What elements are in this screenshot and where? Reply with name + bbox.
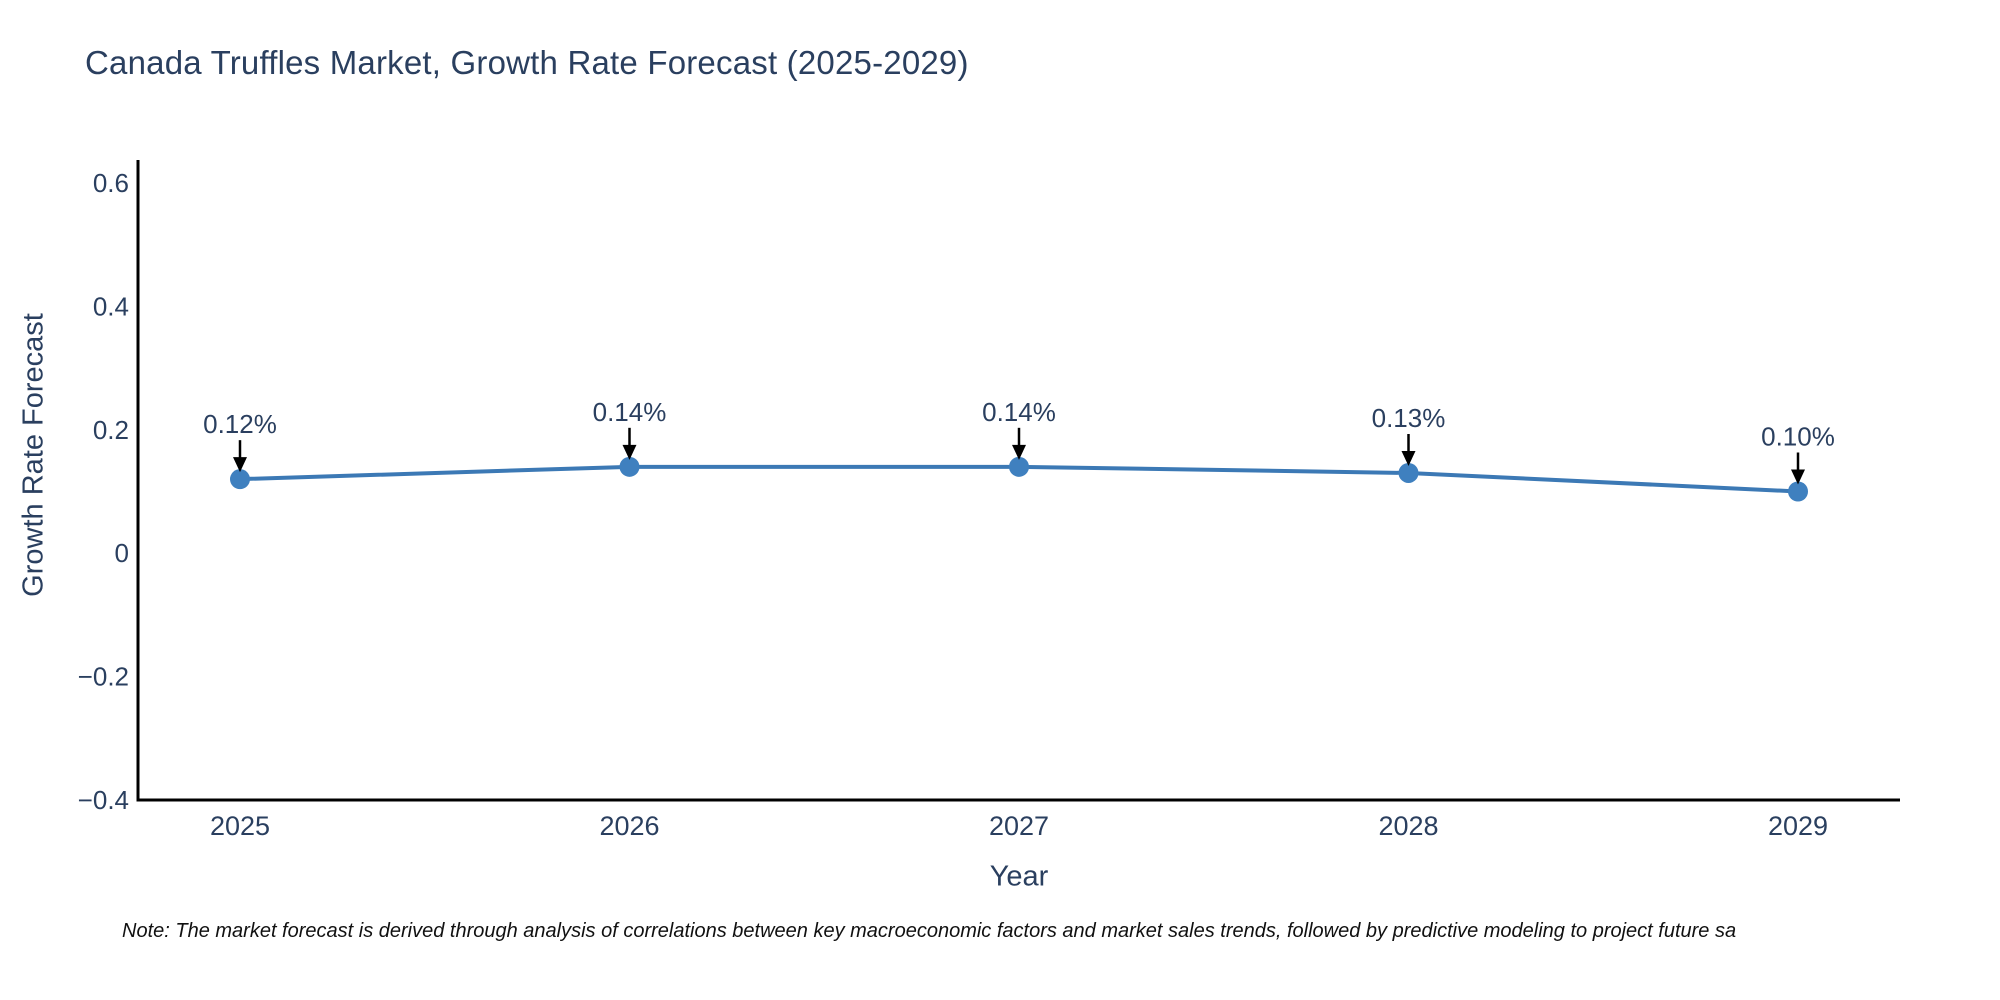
y-tick-label: 0.4 <box>93 291 129 321</box>
x-tick-label: 2026 <box>599 811 659 841</box>
x-tick-label: 2029 <box>1768 811 1828 841</box>
y-tick-label: 0.2 <box>93 415 129 445</box>
point-label: 0.14% <box>593 397 667 427</box>
data-point-marker <box>1788 481 1808 502</box>
y-tick-label: 0.6 <box>93 168 129 198</box>
x-tick-label: 2025 <box>210 811 270 841</box>
annotation-arrowhead-icon <box>233 457 247 473</box>
point-label: 0.13% <box>1372 403 1446 433</box>
data-point-marker <box>230 469 250 490</box>
x-tick-label: 2027 <box>989 811 1049 841</box>
chart-title: Canada Truffles Market, Growth Rate Fore… <box>85 44 969 81</box>
x-tick-label: 2028 <box>1378 811 1438 841</box>
annotation-arrowhead-icon <box>1791 469 1805 485</box>
x-axis-title: Year <box>989 860 1049 893</box>
data-point-marker <box>1398 462 1419 483</box>
point-label: 0.10% <box>1761 422 1835 452</box>
y-tick-label: −0.4 <box>78 785 129 815</box>
point-label: 0.14% <box>982 397 1056 427</box>
y-axis-title: Growth Rate Forecast <box>17 313 50 597</box>
annotation-arrowhead-icon <box>1012 444 1026 460</box>
annotation-arrowhead-icon <box>1401 450 1416 466</box>
data-point-marker <box>619 456 640 477</box>
point-label: 0.12% <box>203 409 277 439</box>
data-point-marker <box>1009 456 1029 477</box>
y-tick-label: −0.2 <box>78 662 129 692</box>
footnote: Note: The market forecast is derived thr… <box>122 920 1737 942</box>
y-tick-label: 0 <box>115 538 129 568</box>
annotation-arrowhead-icon <box>622 444 637 460</box>
